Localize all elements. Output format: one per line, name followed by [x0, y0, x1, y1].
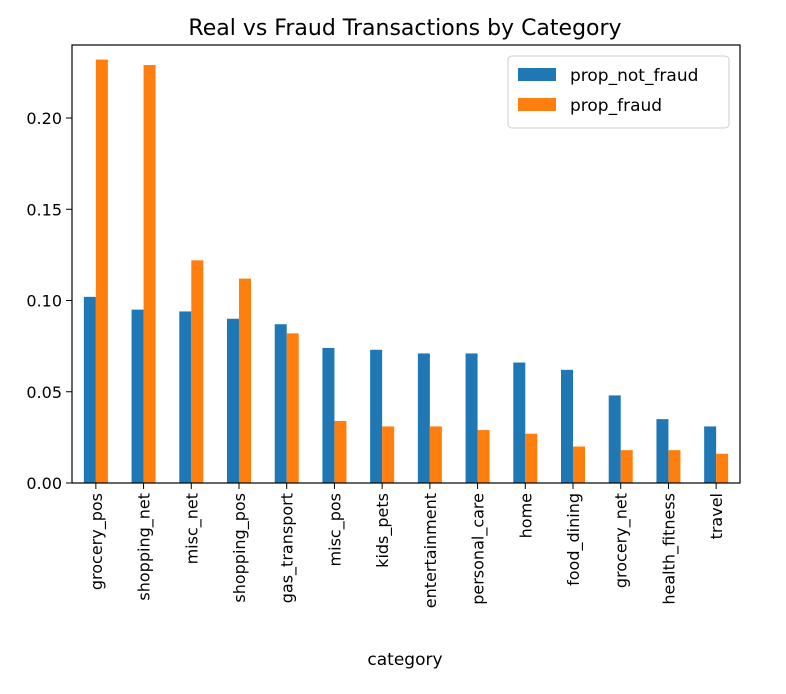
x-tick-label-shopping_net: shopping_net [135, 493, 155, 601]
bar-prop_not_fraud-personal_care [465, 353, 478, 483]
x-tick-label-grocery_pos: grocery_pos [87, 493, 107, 590]
bar-prop_not_fraud-shopping_net [131, 309, 144, 484]
bar-prop_not_fraud-shopping_pos [227, 318, 239, 483]
bar-prop_not_fraud-gas_transport [274, 324, 287, 483]
bar-prop_fraud-personal_care [477, 430, 490, 483]
bar-prop_fraud-kids_pets [382, 426, 395, 483]
x-tick-label-health_fitness: health_fitness [659, 493, 679, 605]
y-axis: 0.00 0.05 0.10 0.15 0.20 [26, 109, 72, 493]
legend-label-prop_not_fraud: prop_not_fraud [570, 66, 698, 86]
bar-prop_fraud-shopping_net [143, 65, 156, 483]
bar-prop_fraud-home [525, 433, 538, 483]
bar-prop_not_fraud-home [513, 362, 526, 483]
bar-prop_fraud-grocery_pos [95, 59, 108, 483]
legend-swatch-prop_fraud [518, 98, 556, 111]
legend-box [507, 55, 730, 129]
bar-prop_fraud-travel [716, 453, 729, 483]
bar-prop_fraud-health_fitness [668, 450, 681, 483]
bar-prop_fraud-entertainment [429, 426, 442, 483]
x-tick-label-travel: travel [707, 493, 726, 539]
plot-frame [71, 44, 741, 484]
bar-prop_not_fraud-travel [704, 426, 717, 483]
chart-title: Real vs Fraud Transactions by Category [188, 16, 621, 41]
bar-prop_not_fraud-health_fitness [656, 419, 669, 484]
y-tick-label: 0.20 [26, 109, 62, 128]
bar-prop_fraud-gas_transport [286, 333, 299, 483]
legend: prop_not_fraud prop_fraud [507, 55, 730, 129]
x-tick-label-entertainment: entertainment [421, 493, 440, 608]
x-axis: grocery_pos shopping_net misc_net shopping_… [87, 483, 726, 608]
bar-prop_fraud-food_dining [573, 446, 585, 483]
legend-swatch-prop_not_fraud [518, 68, 556, 81]
x-tick-label-grocery_net: grocery_net [612, 493, 632, 588]
y-tick-label: 0.15 [26, 200, 62, 219]
x-axis-label: category [367, 650, 442, 670]
y-tick-label: 0.10 [26, 292, 62, 311]
bar-prop_not_fraud-entertainment [417, 353, 430, 483]
bar-prop_fraud-shopping_pos [239, 278, 251, 483]
x-tick-label-kids_pets: kids_pets [373, 493, 393, 568]
bar-prop_not_fraud-grocery_net [608, 395, 621, 483]
bars-group [83, 59, 729, 484]
legend-label-prop_fraud: prop_fraud [570, 96, 662, 116]
x-tick-label-gas_transport: gas_transport [278, 493, 298, 603]
x-tick-label-home: home [516, 493, 535, 538]
bar-prop_not_fraud-misc_pos [322, 347, 335, 483]
bar-prop_not_fraud-food_dining [561, 369, 573, 483]
bar-prop_fraud-misc_pos [334, 420, 347, 483]
x-tick-label-food_dining: food_dining [564, 493, 584, 586]
bar-prop_not_fraud-misc_net [179, 311, 192, 483]
bar-prop_not_fraud-grocery_pos [83, 296, 96, 483]
x-tick-label-misc_pos: misc_pos [325, 493, 345, 566]
x-tick-label-personal_care: personal_care [469, 493, 489, 605]
bar-prop_not_fraud-kids_pets [370, 349, 383, 483]
y-tick-label: 0.00 [26, 474, 62, 493]
x-tick-label-shopping_pos: shopping_pos [230, 493, 250, 603]
bar-prop_fraud-misc_net [191, 260, 204, 483]
x-tick-label-misc_net: misc_net [182, 493, 202, 564]
bar-prop_fraud-grocery_net [620, 450, 633, 483]
y-tick-label: 0.05 [26, 383, 62, 402]
